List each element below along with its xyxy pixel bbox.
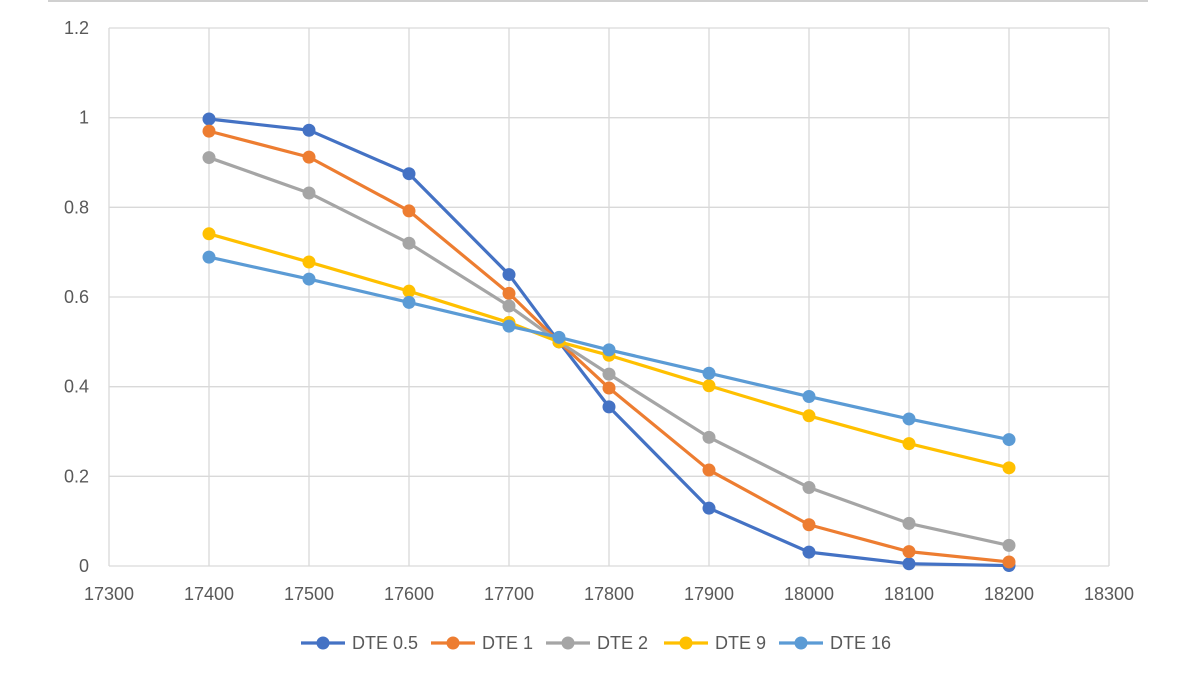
data-point bbox=[902, 437, 916, 451]
x-tick-label: 17700 bbox=[484, 584, 534, 604]
x-tick-label: 18200 bbox=[984, 584, 1034, 604]
series-line bbox=[208, 232, 1010, 470]
data-point bbox=[502, 268, 516, 282]
legend-label: DTE 0.5 bbox=[352, 633, 418, 653]
legend-swatch-marker bbox=[561, 636, 575, 650]
series-lines bbox=[202, 112, 1016, 573]
y-tick-label: 1.2 bbox=[64, 18, 89, 38]
series-line bbox=[208, 129, 1010, 564]
data-point bbox=[402, 295, 416, 309]
series-line bbox=[208, 255, 1010, 442]
x-tick-label: 17900 bbox=[684, 584, 734, 604]
data-point bbox=[902, 557, 916, 571]
legend-label: DTE 2 bbox=[597, 633, 648, 653]
data-point bbox=[902, 516, 916, 530]
series-line bbox=[208, 156, 1010, 547]
data-point bbox=[802, 545, 816, 559]
x-tick-label: 17300 bbox=[84, 584, 134, 604]
y-tick-label: 0.8 bbox=[64, 197, 89, 217]
data-point bbox=[802, 390, 816, 404]
data-point bbox=[402, 236, 416, 250]
data-point bbox=[402, 167, 416, 181]
legend: DTE 0.5 DTE 1 DTE 2 DTE 9 DTE 16 bbox=[301, 633, 891, 653]
data-point bbox=[202, 124, 216, 138]
data-point bbox=[302, 186, 316, 200]
data-point bbox=[602, 367, 616, 381]
series-dte-16 bbox=[202, 250, 1016, 447]
legend-item: DTE 16 bbox=[779, 633, 891, 653]
y-axis-ticks: 0 0.2 0.4 0.6 0.8 1 1.2 bbox=[64, 18, 89, 576]
data-point bbox=[802, 481, 816, 495]
data-point bbox=[802, 409, 816, 423]
data-point bbox=[802, 518, 816, 532]
data-point bbox=[552, 330, 566, 344]
data-point bbox=[902, 545, 916, 559]
series-dte-2 bbox=[202, 151, 1016, 552]
x-tick-label: 18000 bbox=[784, 584, 834, 604]
legend-label: DTE 9 bbox=[715, 633, 766, 653]
x-tick-label: 17500 bbox=[284, 584, 334, 604]
data-point bbox=[502, 299, 516, 313]
data-point bbox=[202, 250, 216, 264]
data-point bbox=[202, 227, 216, 241]
data-point bbox=[302, 255, 316, 269]
legend-label: DTE 16 bbox=[830, 633, 891, 653]
data-point bbox=[602, 381, 616, 395]
legend-item: DTE 0.5 bbox=[301, 633, 418, 653]
x-tick-label: 18100 bbox=[884, 584, 934, 604]
x-tick-label: 18300 bbox=[1084, 584, 1134, 604]
series-line bbox=[208, 117, 1010, 568]
legend-swatch-marker bbox=[794, 636, 808, 650]
x-tick-label: 17600 bbox=[384, 584, 434, 604]
x-tick-label: 17800 bbox=[584, 584, 634, 604]
series-dte-0-5 bbox=[202, 112, 1016, 573]
y-tick-label: 0.6 bbox=[64, 287, 89, 307]
data-point bbox=[202, 151, 216, 165]
data-point bbox=[302, 272, 316, 286]
data-point bbox=[602, 343, 616, 357]
series-dte-9 bbox=[202, 227, 1016, 475]
data-point bbox=[902, 412, 916, 426]
data-point bbox=[402, 284, 416, 298]
x-tick-label: 17400 bbox=[184, 584, 234, 604]
y-tick-label: 1 bbox=[79, 108, 89, 128]
legend-label: DTE 1 bbox=[482, 633, 533, 653]
y-tick-label: 0.4 bbox=[64, 377, 89, 397]
legend-item: DTE 1 bbox=[431, 633, 533, 653]
gridlines bbox=[108, 27, 1110, 567]
data-point bbox=[1002, 461, 1016, 475]
data-point bbox=[502, 286, 516, 300]
y-tick-label: 0 bbox=[79, 556, 89, 576]
data-point bbox=[702, 463, 716, 477]
data-point bbox=[1002, 555, 1016, 569]
data-point bbox=[402, 204, 416, 218]
data-point bbox=[202, 112, 216, 126]
data-point bbox=[1002, 433, 1016, 447]
legend-swatch-marker bbox=[446, 636, 460, 650]
legend-item: DTE 9 bbox=[664, 633, 766, 653]
data-point bbox=[1002, 538, 1016, 552]
top-border bbox=[48, 0, 1148, 2]
data-point bbox=[602, 400, 616, 414]
x-axis-ticks: 17300 17400 17500 17600 17700 17800 17900 18000… bbox=[84, 584, 1134, 604]
data-point bbox=[702, 366, 716, 380]
data-point bbox=[702, 501, 716, 515]
data-point bbox=[302, 123, 316, 137]
data-point bbox=[502, 319, 516, 333]
data-point bbox=[702, 379, 716, 393]
legend-item: DTE 2 bbox=[546, 633, 648, 653]
y-tick-label: 0.2 bbox=[64, 466, 89, 486]
legend-swatch-marker bbox=[316, 636, 330, 650]
data-point bbox=[702, 430, 716, 444]
data-point bbox=[302, 150, 316, 164]
legend-swatch-marker bbox=[679, 636, 693, 650]
